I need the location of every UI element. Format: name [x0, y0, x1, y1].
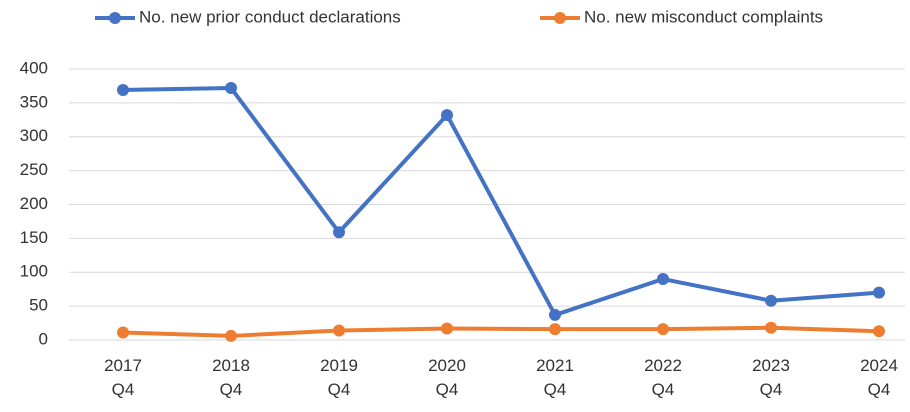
- data-point: [765, 294, 777, 307]
- data-point: [657, 323, 669, 336]
- data-point: [873, 325, 885, 338]
- series-line: [122, 85, 880, 317]
- x-tick-label: 2021 Q4: [536, 356, 574, 399]
- series-line: [122, 325, 880, 338]
- y-tick-label: 100: [20, 262, 48, 281]
- legend-marker: [109, 12, 121, 24]
- data-point: [549, 323, 561, 336]
- legend-marker: [554, 12, 566, 24]
- data-point: [225, 329, 237, 342]
- x-tick-label: 2023 Q4: [752, 356, 790, 399]
- data-point: [441, 109, 453, 122]
- legend-label: No. new prior conduct declarations: [139, 7, 401, 26]
- data-point: [765, 321, 777, 334]
- x-tick-label: 2022 Q4: [644, 356, 682, 399]
- data-point: [117, 84, 129, 97]
- y-tick-label: 250: [20, 160, 48, 179]
- y-tick-label: 150: [20, 228, 48, 247]
- x-tick-label: 2024 Q4: [860, 356, 898, 399]
- y-tick-label: 0: [39, 329, 48, 348]
- y-tick-label: 300: [20, 126, 48, 145]
- data-point: [549, 308, 561, 321]
- data-point: [441, 322, 453, 335]
- legend-label: No. new misconduct complaints: [584, 7, 823, 26]
- data-point: [117, 326, 129, 339]
- y-tick-label: 50: [29, 296, 48, 315]
- data-point: [333, 226, 345, 239]
- data-point: [225, 81, 237, 94]
- y-tick-label: 200: [20, 194, 48, 213]
- x-tick-label: 2018 Q4: [212, 356, 250, 399]
- data-point: [333, 324, 345, 337]
- x-tick-label: 2019 Q4: [320, 356, 358, 399]
- y-tick-label: 400: [20, 58, 48, 77]
- data-point: [657, 273, 669, 286]
- x-tick-label: 2017 Q4: [104, 356, 142, 399]
- x-tick-label: 2020 Q4: [428, 356, 466, 399]
- y-tick-label: 350: [20, 92, 48, 111]
- data-point: [873, 286, 885, 299]
